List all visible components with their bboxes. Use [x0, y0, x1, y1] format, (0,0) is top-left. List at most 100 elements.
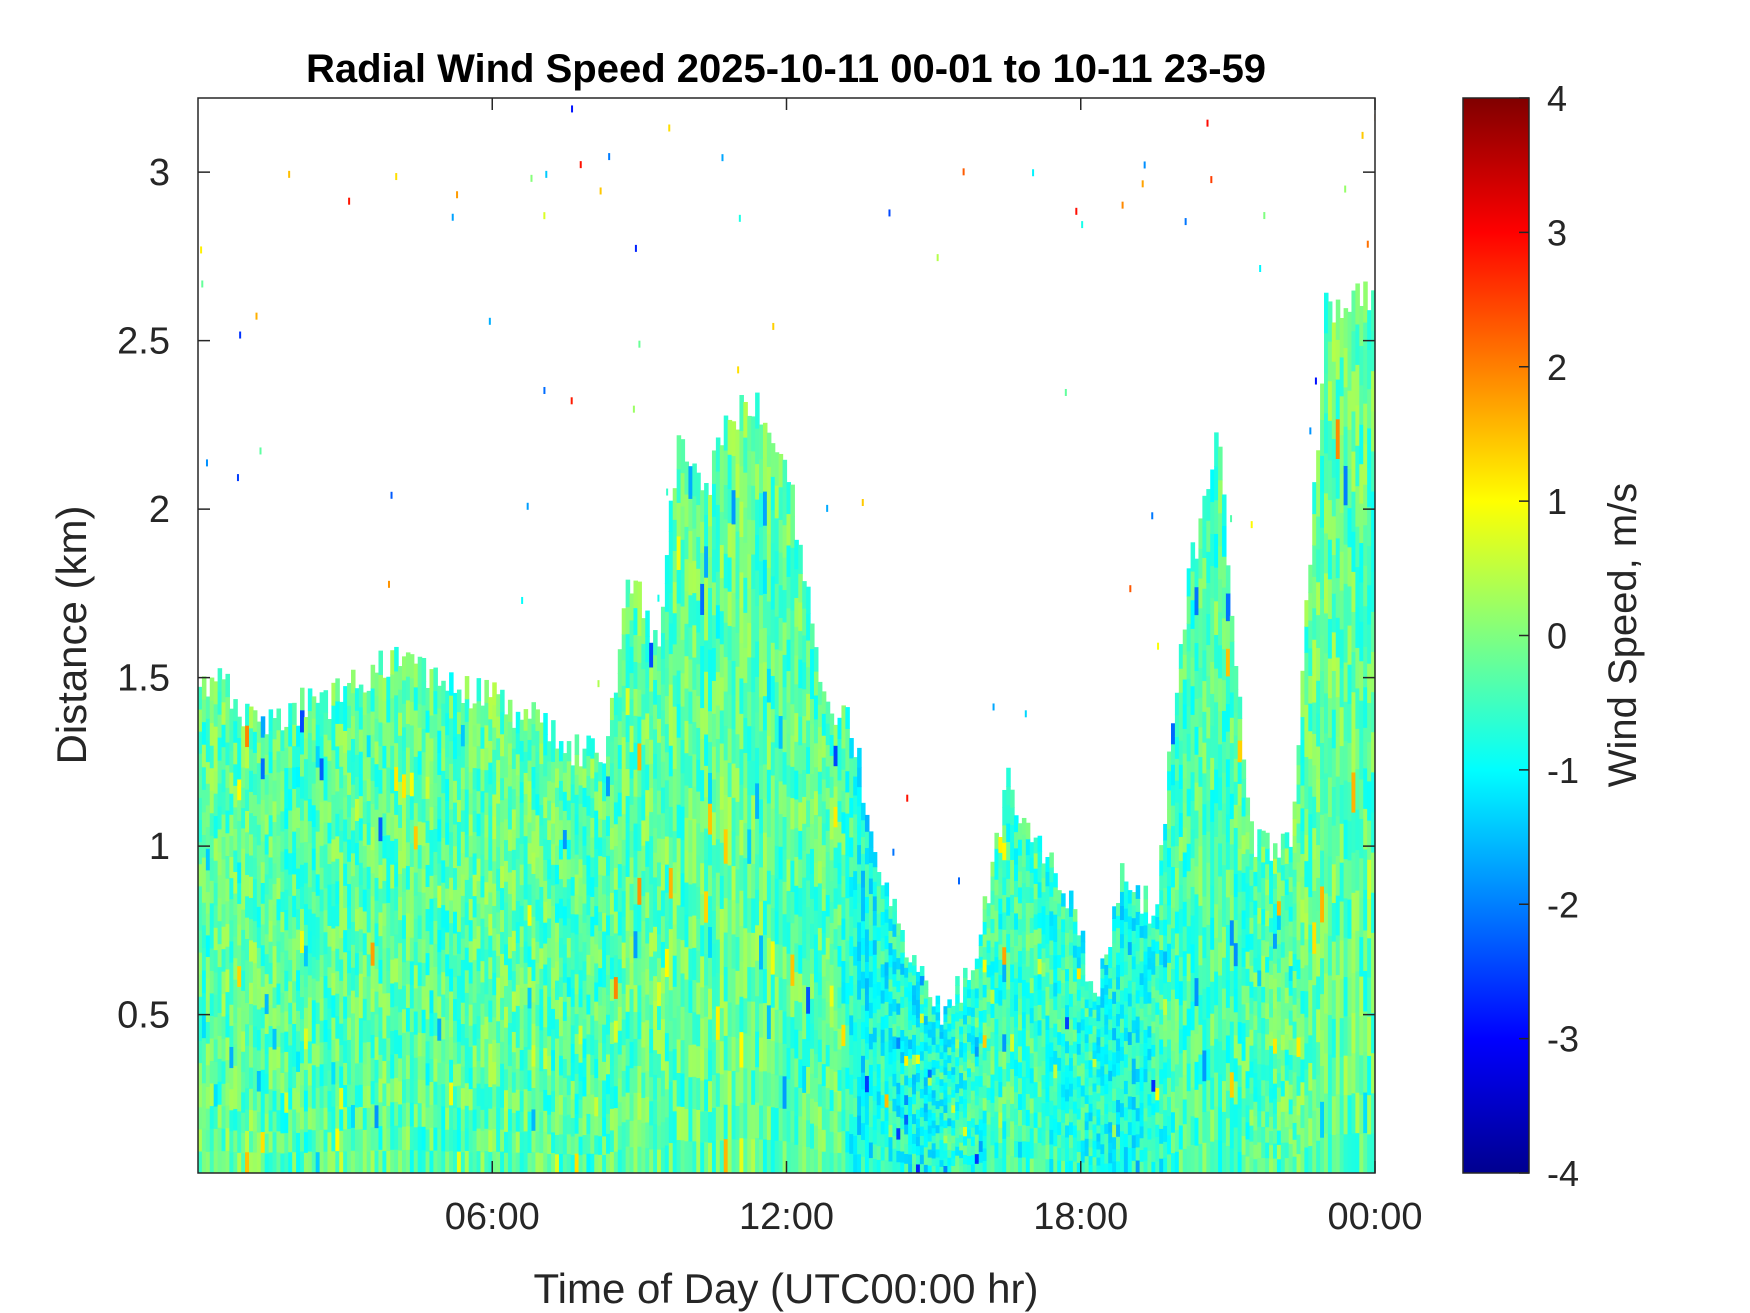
heatmap-cell — [676, 1005, 682, 1040]
heatmap-cell — [994, 1049, 999, 1066]
heatmap-cell — [543, 880, 548, 902]
heatmap-cell — [935, 1027, 941, 1037]
heatmap-cell — [511, 849, 517, 871]
heatmap-cell — [500, 1129, 505, 1152]
heatmap-cell — [700, 924, 705, 957]
heatmap-cell — [515, 753, 521, 776]
heatmap-cell — [319, 1020, 325, 1043]
heatmap-cell — [319, 998, 325, 1021]
heatmap-cell — [205, 783, 211, 806]
heatmap-cell — [468, 982, 474, 1005]
heatmap-cell — [708, 556, 713, 589]
heatmap-cell — [453, 932, 458, 956]
heatmap-cell — [362, 976, 368, 999]
heatmap-cell — [755, 818, 760, 855]
heatmap-cell — [268, 899, 274, 921]
heatmap-cell — [1006, 823, 1011, 843]
heatmap-cell — [492, 749, 497, 773]
heatmap-cell — [645, 763, 650, 791]
heatmap-cell — [782, 1075, 788, 1109]
heatmap-cell — [221, 948, 227, 972]
heatmap-cell — [213, 726, 219, 749]
heatmap-cell — [217, 1081, 223, 1105]
heatmap-cell — [209, 812, 215, 836]
heatmap-cell — [311, 696, 317, 719]
heatmap-cell — [1045, 1086, 1050, 1102]
heatmap-cell — [519, 905, 525, 927]
heatmap-cell — [884, 948, 890, 963]
heatmap-cell — [1025, 918, 1031, 935]
heatmap-cell — [252, 983, 258, 1006]
heatmap-cell — [590, 1113, 595, 1135]
heatmap-cell — [900, 996, 905, 1008]
heatmap-cell — [715, 704, 721, 739]
heatmap-cell — [362, 1020, 368, 1043]
heatmap-cell — [492, 905, 497, 929]
heatmap-cell — [296, 1071, 301, 1093]
heatmap-cell — [531, 1044, 536, 1067]
heatmap-cell — [696, 1077, 701, 1110]
heatmap-cell — [390, 1054, 395, 1079]
heatmap-cell — [507, 1129, 513, 1153]
heatmap-cell — [892, 1110, 897, 1124]
heatmap-cell — [284, 1132, 289, 1154]
heatmap-cell — [539, 722, 544, 744]
heatmap-cell — [747, 828, 752, 864]
heatmap-cell — [782, 1140, 788, 1173]
heatmap-cell — [1025, 1077, 1031, 1094]
heatmap-cell — [237, 737, 242, 759]
heatmap-cell — [358, 728, 364, 752]
heatmap-cell — [727, 591, 733, 626]
heatmap-cell — [798, 630, 803, 660]
heatmap-cell — [778, 813, 784, 847]
heatmap-cell — [798, 973, 803, 1003]
heatmap-cell — [347, 994, 352, 1018]
heatmap-cell — [280, 1112, 285, 1134]
heatmap-cell — [268, 814, 274, 837]
heatmap-cell — [849, 955, 854, 976]
heatmap-cell — [453, 1151, 458, 1173]
heatmap-cell — [959, 1041, 964, 1050]
heatmap-cell — [927, 1029, 933, 1038]
heatmap-cell — [676, 569, 682, 604]
heatmap-cell — [402, 1008, 407, 1033]
heatmap-cell — [347, 972, 352, 996]
heatmap-cell — [429, 783, 434, 808]
heatmap-cell — [602, 819, 607, 839]
heatmap-cell — [374, 877, 380, 901]
heatmap-cell — [841, 1024, 846, 1047]
heatmap-cell — [217, 805, 223, 830]
heatmap-cell — [970, 1025, 976, 1036]
heatmap-cell — [241, 848, 246, 870]
heatmap-cell — [762, 422, 768, 458]
heatmap-cell — [362, 823, 368, 846]
heatmap-cell — [358, 706, 364, 730]
heatmap-cell — [500, 953, 505, 976]
heatmap-cell — [590, 758, 595, 779]
heatmap-cell — [315, 980, 321, 1003]
heatmap-cell — [904, 1075, 909, 1086]
heatmap-cell — [935, 1124, 941, 1134]
heatmap-cell — [1014, 896, 1019, 914]
heatmap-cell — [912, 1024, 917, 1035]
heatmap-cell — [594, 1058, 599, 1079]
heatmap-cell — [845, 982, 850, 1005]
heatmap-cell — [460, 1023, 466, 1046]
heatmap-cell — [1076, 1043, 1082, 1055]
heatmap-cell — [362, 736, 368, 759]
heatmap-cell — [1010, 963, 1015, 982]
heatmap-cell — [982, 1110, 988, 1124]
heatmap-cell — [868, 1064, 874, 1081]
heatmap-cell — [1084, 1051, 1090, 1061]
heatmap-cell — [229, 1088, 234, 1111]
heatmap-cell — [272, 842, 278, 864]
heatmap-cell — [688, 594, 693, 628]
heatmap-cell — [1021, 995, 1027, 1013]
heatmap-cell — [535, 920, 540, 942]
heatmap-cell — [543, 754, 548, 777]
heatmap-cell — [311, 978, 317, 1001]
heatmap-cell — [523, 709, 529, 731]
heatmap-cell — [507, 1151, 513, 1173]
heatmap-cell — [558, 976, 564, 997]
